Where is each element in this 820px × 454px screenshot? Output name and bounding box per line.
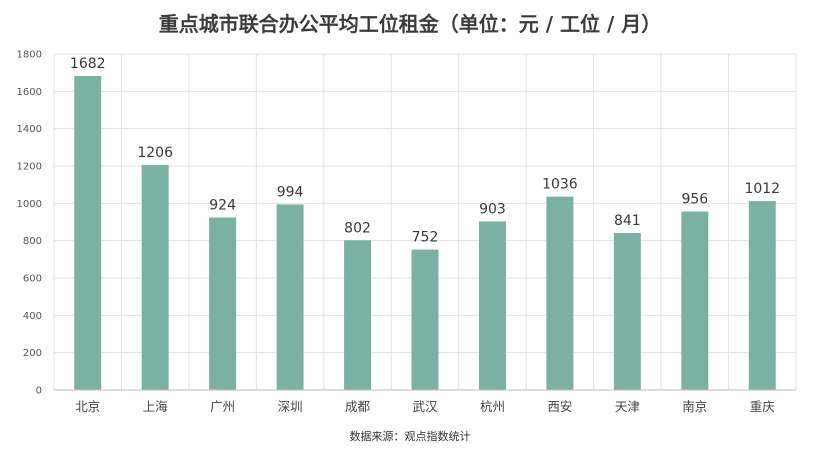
data-label: 1012 xyxy=(744,181,780,197)
bar xyxy=(276,204,304,390)
x-tick-label: 西安 xyxy=(547,399,572,414)
bar xyxy=(613,233,641,390)
bar xyxy=(546,196,574,390)
y-tick-label: 1400 xyxy=(17,124,42,135)
bar xyxy=(141,164,169,390)
x-tick-label: 杭州 xyxy=(480,399,505,414)
bar xyxy=(74,76,102,390)
x-tick-label: 武汉 xyxy=(412,399,438,414)
chart-title: 重点城市联合办公平均工位租金（单位：元 / 工位 / 月） xyxy=(158,12,662,36)
bar-series xyxy=(74,76,776,390)
data-label: 1682 xyxy=(70,56,106,72)
y-tick-label: 1000 xyxy=(17,199,42,210)
axes: 0 200 400 600 800 1000 1200 1400 1600 1800 北京 上海 广州 深… xyxy=(17,50,796,414)
y-tick-label: 600 xyxy=(23,274,42,285)
y-tick-label: 1600 xyxy=(17,87,42,98)
data-label: 841 xyxy=(614,213,641,229)
y-tick-label: 1200 xyxy=(17,162,42,173)
x-tick-label: 上海 xyxy=(143,399,169,414)
x-tick-label: 天津 xyxy=(615,399,640,414)
data-label: 1206 xyxy=(137,145,173,161)
bar xyxy=(344,240,372,390)
x-tick-label: 重庆 xyxy=(750,399,776,414)
y-tick-label: 1800 xyxy=(17,50,42,61)
data-source-note: 数据来源：观点指数统计 xyxy=(349,430,471,443)
y-tick-label: 0 xyxy=(36,386,42,397)
bar xyxy=(478,221,506,390)
y-tick-label: 200 xyxy=(23,348,42,359)
x-tick-label: 深圳 xyxy=(278,399,303,414)
y-tick-label: 400 xyxy=(23,311,42,322)
data-label: 924 xyxy=(209,198,236,214)
data-label: 903 xyxy=(479,201,506,217)
data-label: 1036 xyxy=(542,177,578,193)
bar xyxy=(411,249,439,390)
x-tick-label: 北京 xyxy=(75,399,100,414)
bar xyxy=(209,217,237,390)
bar xyxy=(748,201,776,390)
bar xyxy=(681,211,709,390)
data-label: 752 xyxy=(412,230,439,246)
data-label: 956 xyxy=(681,192,708,208)
data-labels: 1682 1206 924 994 802 752 903 1036 841 956 1012 xyxy=(70,56,780,246)
y-tick-label: 800 xyxy=(23,236,42,247)
data-label: 802 xyxy=(344,220,371,236)
data-label: 994 xyxy=(277,184,304,200)
x-tick-label: 成都 xyxy=(345,399,371,414)
x-tick-label: 广州 xyxy=(210,399,235,414)
x-tick-label: 南京 xyxy=(682,399,707,414)
